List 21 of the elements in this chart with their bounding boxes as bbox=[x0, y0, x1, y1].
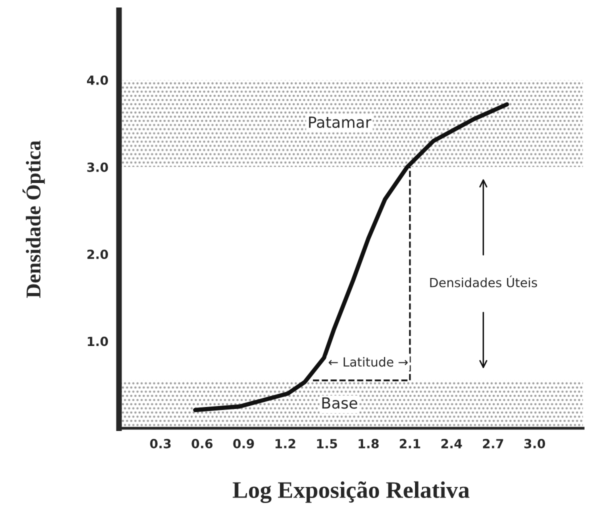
y-tick-label: 1.0 bbox=[88, 336, 108, 346]
annotation: Densidades Úteis bbox=[430, 276, 538, 288]
x-tick-label: 2.1 bbox=[400, 438, 420, 448]
y-tick-label: 3.0 bbox=[87, 162, 108, 172]
y-tick-label: 2.0 bbox=[87, 250, 108, 260]
x-tick-label: 1.2 bbox=[276, 438, 296, 448]
x-tick-label: 2.7 bbox=[482, 438, 504, 448]
x-tick-label: 0.6 bbox=[192, 438, 213, 448]
x-tick-label: 0.3 bbox=[150, 438, 171, 448]
x-tick-label: 2.4 bbox=[441, 438, 462, 448]
band-label: Patamar bbox=[309, 116, 372, 128]
x-tick-label: 3.0 bbox=[524, 438, 546, 448]
x-tick-label: 1.5 bbox=[317, 439, 338, 448]
band-label: Base bbox=[322, 397, 358, 409]
x-tick-label: 1.8 bbox=[358, 438, 379, 448]
x-tick-label: 0.9 bbox=[233, 438, 254, 448]
x-axis-title: Log Exposição Relativa bbox=[232, 481, 470, 503]
line-series bbox=[193, 102, 509, 412]
y-tick-label: 4.0 bbox=[87, 75, 108, 85]
annotation: ← Latitude → bbox=[328, 357, 408, 367]
y-axis-title: Densidade Óptica bbox=[22, 140, 45, 298]
